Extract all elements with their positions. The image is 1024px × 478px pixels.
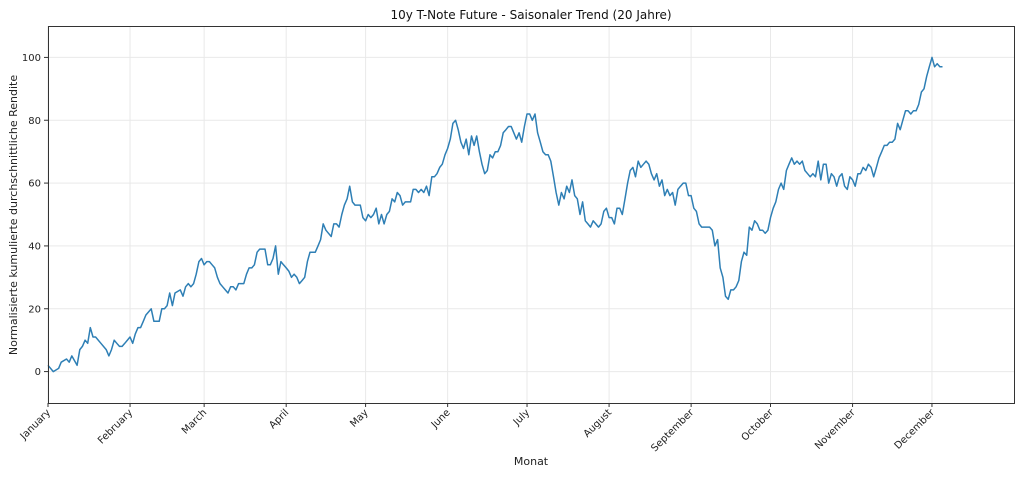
x-axis-ticks: January February March April May June July Augu… [18,403,938,454]
y-tick-label: 80 [28,116,41,127]
x-tick-label: July [511,407,532,428]
chart-title: 10y T-Note Future - Saisonaler Trend (20… [390,8,671,22]
y-axis-ticks: 0 20 40 60 80 100 [22,53,48,378]
y-tick-label: 40 [28,241,41,252]
y-tick-label: 60 [28,179,41,190]
x-tick-label: December [893,407,938,452]
y-tick-label: 20 [28,304,41,315]
grid [47,26,1014,403]
x-tick-label: August [582,407,615,440]
x-tick-label: February [96,407,135,446]
x-axis-title: Monat [514,455,549,468]
plot-frame [48,26,1015,404]
y-tick-label: 0 [35,367,41,378]
x-tick-label: June [429,407,453,431]
y-axis-title: Normalisierte kumulierte durchschnittlic… [7,75,20,355]
x-tick-label: November [813,407,858,452]
x-tick-label: January [18,407,53,442]
x-tick-label: October [740,407,777,444]
x-tick-label: March [180,407,209,436]
x-tick-label: September [649,407,696,454]
y-tick-label: 100 [22,53,41,64]
x-tick-label: April [267,407,291,431]
series-line [47,56,943,373]
x-tick-label: May [348,407,370,429]
